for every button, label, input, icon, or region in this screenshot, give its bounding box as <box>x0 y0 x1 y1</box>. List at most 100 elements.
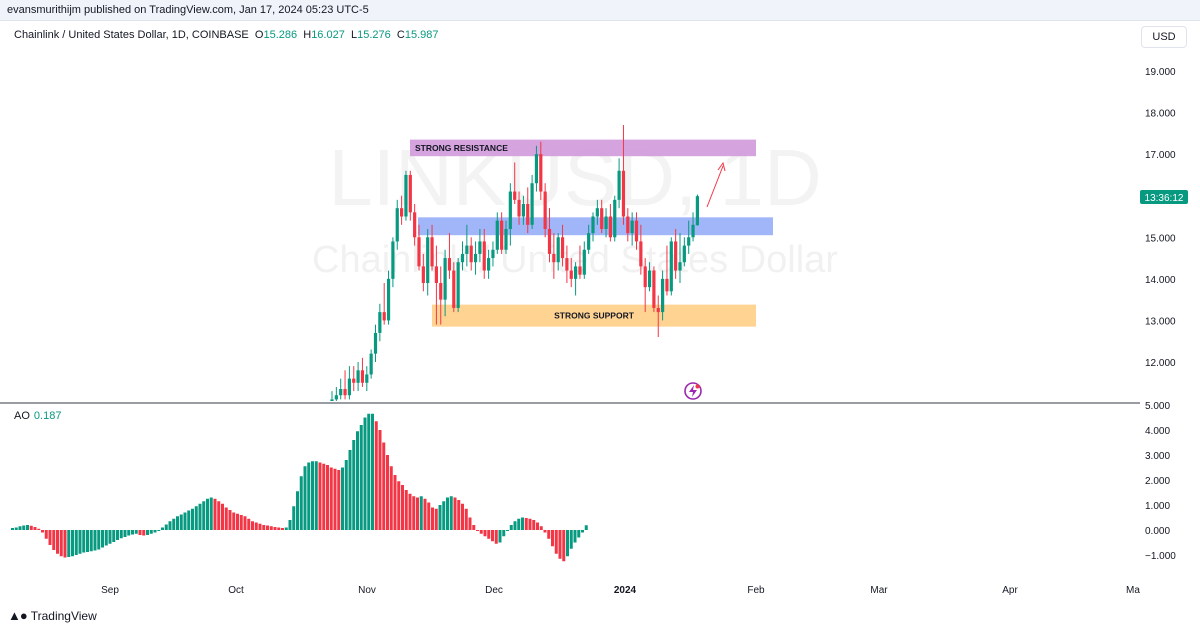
time-tick-label: Nov <box>358 585 376 596</box>
ao-bar <box>468 517 472 530</box>
ao-bar <box>584 525 588 530</box>
candle <box>421 266 425 284</box>
ao-bar <box>558 530 562 559</box>
ao-bar <box>363 417 367 530</box>
ao-bar <box>281 528 284 530</box>
ao-bar <box>97 530 101 550</box>
ao-bar <box>206 498 209 530</box>
ao-bar <box>457 500 461 530</box>
candle <box>534 154 539 184</box>
countdown-text: 13:36:12 <box>1145 193 1184 204</box>
ao-tick-label: 2.000 <box>1145 476 1170 487</box>
time-tick-label: Mar <box>870 585 888 596</box>
ao-bar <box>254 522 258 530</box>
ao-bar <box>513 521 517 530</box>
ao-bar <box>37 528 41 530</box>
ao-bar <box>562 530 566 562</box>
ao-bar <box>41 530 44 533</box>
ao-bar <box>307 462 311 530</box>
candle <box>460 253 465 263</box>
ao-bar <box>337 470 341 530</box>
ao-bar <box>573 530 577 543</box>
ao-bar <box>404 490 408 530</box>
low-label: L <box>350 29 358 41</box>
zone-3[interactable] <box>432 304 756 327</box>
candle <box>443 258 447 300</box>
candle <box>482 241 486 271</box>
flash-icon[interactable] <box>684 382 702 400</box>
ao-bar <box>303 466 307 530</box>
price-tick-label: 19.000 <box>1145 67 1176 78</box>
time-tick-label: 2024 <box>614 585 637 596</box>
ao-bar <box>423 498 427 530</box>
ao-bar <box>378 430 382 530</box>
candle <box>334 395 338 400</box>
candle <box>452 270 456 308</box>
candle <box>617 170 621 200</box>
ao-bar <box>442 501 446 530</box>
currency-button[interactable]: USD <box>1141 26 1187 48</box>
candle <box>513 191 517 200</box>
zone-1[interactable] <box>410 139 756 157</box>
ao-bar <box>127 530 131 536</box>
ao-tick-label: 5.000 <box>1145 401 1170 412</box>
publish-header: evansmurithijm published on TradingView.… <box>0 0 1200 21</box>
candle <box>669 241 673 292</box>
ao-bar <box>329 467 333 530</box>
zone-label-1: STRONG RESISTANCE <box>415 143 508 153</box>
ao-bar <box>581 530 584 533</box>
ao-bar <box>397 481 401 530</box>
candle <box>604 216 608 229</box>
candle <box>543 191 547 229</box>
ao-bar <box>78 530 82 554</box>
candle <box>339 389 343 396</box>
countdown-label: 13:36:12 <box>1140 190 1188 204</box>
ao-bar <box>326 465 329 530</box>
ao-bar <box>134 530 138 534</box>
published-text: evansmurithijm published on TradingView.… <box>7 4 369 16</box>
high-label: H <box>303 29 312 41</box>
ao-bar <box>29 525 33 530</box>
ao-bar <box>506 530 509 531</box>
ao-bar <box>146 530 149 535</box>
ao-bar <box>116 530 119 540</box>
ao-bar <box>521 517 524 530</box>
ao-bar <box>577 530 581 538</box>
ao-bar <box>483 530 487 537</box>
candle <box>556 237 560 263</box>
ao-bar <box>479 530 483 534</box>
ao-bar <box>18 526 22 530</box>
ao-bar <box>453 497 457 530</box>
candle <box>582 249 586 275</box>
ao-bar <box>412 496 416 530</box>
ao-bar <box>292 506 296 530</box>
candle <box>439 283 443 300</box>
zone-2[interactable] <box>418 217 773 236</box>
candle <box>343 389 347 396</box>
ao-bar <box>213 498 217 530</box>
candle <box>386 278 391 321</box>
candle <box>426 237 430 284</box>
ao-bar <box>502 530 506 537</box>
ao-bar <box>258 523 262 530</box>
candle <box>560 237 565 259</box>
ao-bar <box>374 421 378 530</box>
candle <box>495 220 499 250</box>
price-tick-label: 12.000 <box>1145 358 1176 369</box>
candle <box>473 253 478 263</box>
symbol-legend: Chainlink / United States Dollar, 1D, CO… <box>14 29 438 41</box>
candle <box>478 241 482 254</box>
ao-bar <box>382 442 386 530</box>
candle <box>687 237 691 246</box>
candle <box>695 196 699 226</box>
ao-bar <box>52 530 56 550</box>
ao-bar <box>288 520 292 530</box>
price-tick-label: 17.000 <box>1145 150 1176 161</box>
time-tick-label: Ma <box>1126 585 1140 596</box>
ao-bar <box>498 530 502 543</box>
candle <box>369 353 373 375</box>
candle <box>408 174 412 213</box>
ao-bar <box>74 530 78 555</box>
ao-bar <box>157 530 161 531</box>
